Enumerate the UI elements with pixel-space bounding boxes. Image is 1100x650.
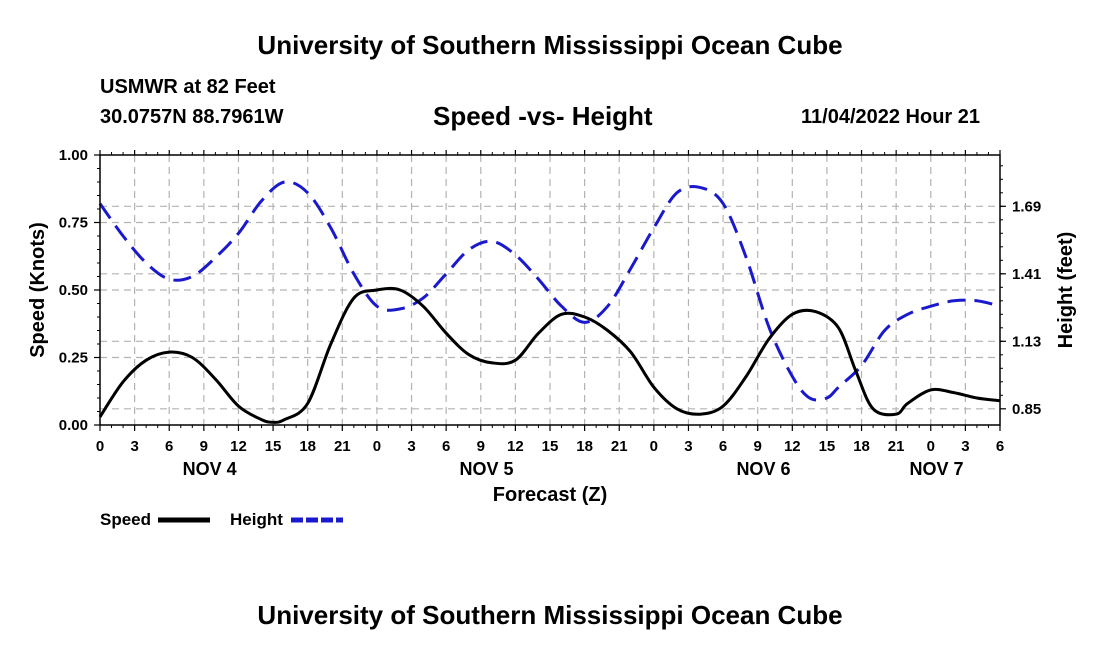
x-tick-label: 0 bbox=[650, 438, 658, 455]
day-label: NOV 4 bbox=[183, 459, 237, 479]
y-tick-label: 0.00 bbox=[59, 417, 88, 434]
x-tick-label: 9 bbox=[477, 438, 485, 455]
y2-tick-label: 1.13 bbox=[1012, 333, 1041, 350]
series-line-height bbox=[98, 180, 1001, 402]
x-tick-label: 3 bbox=[961, 438, 969, 455]
axis-layer: 0 3 6 9 12 15 18 21 0 3 6 9 12 15 18 21 0 3 6 9 12 15 18 21 0 3 6N… bbox=[59, 147, 1041, 479]
x-tick-label: 15 bbox=[819, 438, 836, 455]
x-tick-label: 15 bbox=[542, 438, 559, 455]
y-tick-label: 1.00 bbox=[59, 147, 88, 164]
x-tick-label: 21 bbox=[888, 438, 905, 455]
x-axis-label: Forecast (Z) bbox=[493, 484, 607, 506]
x-tick-label: 3 bbox=[130, 438, 138, 455]
y2-axis-label: Height (feet) bbox=[1055, 232, 1077, 349]
y2-tick-label: 1.69 bbox=[1012, 198, 1041, 215]
x-tick-label: 9 bbox=[200, 438, 208, 455]
x-tick-label: 12 bbox=[784, 438, 801, 455]
x-tick-label: 18 bbox=[576, 438, 593, 455]
timestamp: 11/04/2022 Hour 21 bbox=[801, 106, 981, 128]
station-coordinates: 30.0757N 88.7961W bbox=[100, 106, 284, 128]
y-tick-label: 0.25 bbox=[59, 350, 88, 367]
day-label: NOV 7 bbox=[910, 459, 964, 479]
day-label: NOV 5 bbox=[460, 459, 514, 479]
x-tick-label: 9 bbox=[754, 438, 762, 455]
series-line-speed bbox=[98, 286, 1001, 424]
grid-layer bbox=[100, 155, 1000, 425]
station-label: USMWR at 82 Feet bbox=[100, 76, 276, 98]
x-tick-label: 21 bbox=[334, 438, 351, 455]
y2-tick-label: 0.85 bbox=[1012, 401, 1041, 418]
x-tick-label: 12 bbox=[507, 438, 524, 455]
y2-tick-label: 1.41 bbox=[1012, 266, 1041, 283]
legend: Speed Height bbox=[100, 510, 343, 529]
x-tick-label: 3 bbox=[684, 438, 692, 455]
legend-label-speed: Speed bbox=[100, 510, 151, 529]
x-tick-label: 6 bbox=[719, 438, 727, 455]
x-tick-label: 12 bbox=[230, 438, 247, 455]
x-tick-label: 6 bbox=[165, 438, 173, 455]
x-tick-label: 6 bbox=[996, 438, 1004, 455]
legend-label-height: Height bbox=[230, 510, 283, 529]
x-tick-label: 0 bbox=[927, 438, 935, 455]
y-tick-label: 0.50 bbox=[59, 282, 88, 299]
chart-title: Speed -vs- Height bbox=[433, 101, 653, 131]
x-tick-label: 18 bbox=[853, 438, 870, 455]
x-tick-label: 0 bbox=[373, 438, 381, 455]
x-tick-label: 6 bbox=[442, 438, 450, 455]
x-tick-label: 15 bbox=[265, 438, 282, 455]
x-tick-label: 18 bbox=[299, 438, 316, 455]
x-tick-label: 21 bbox=[611, 438, 628, 455]
y-axis-label: Speed (Knots) bbox=[27, 222, 49, 358]
y-tick-label: 0.75 bbox=[59, 215, 88, 232]
x-tick-label: 3 bbox=[407, 438, 415, 455]
page-title-bottom: University of Southern Mississippi Ocean… bbox=[257, 600, 843, 630]
day-label: NOV 6 bbox=[736, 459, 790, 479]
page-title-top: University of Southern Mississippi Ocean… bbox=[257, 30, 843, 60]
x-tick-label: 0 bbox=[96, 438, 104, 455]
series-layer bbox=[98, 180, 1001, 424]
